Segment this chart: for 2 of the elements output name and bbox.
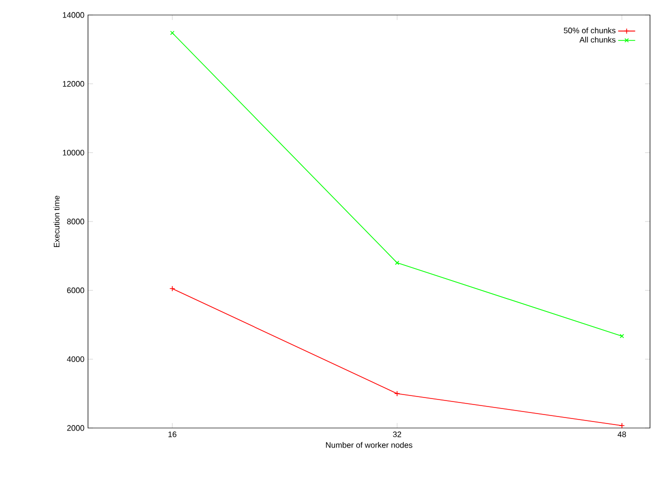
- point: [394, 390, 400, 396]
- point: [394, 260, 400, 265]
